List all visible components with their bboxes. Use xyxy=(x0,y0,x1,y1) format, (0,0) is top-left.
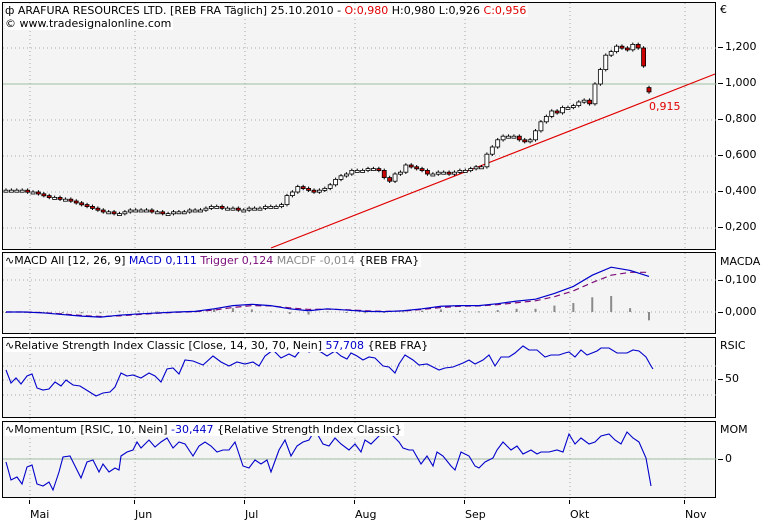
momentum-panel[interactable]: ∿Momentum [RSIC, 10, Nein] -30,447 {Rela… xyxy=(2,421,717,499)
y-tick xyxy=(718,312,723,313)
macd-y-label-0000: 0,000 xyxy=(725,305,757,318)
momentum-panel-title: ∿Momentum [RSIC, 10, Nein] -30,447 {Rela… xyxy=(5,423,404,436)
price-chart-plot xyxy=(3,3,717,251)
y-tick xyxy=(718,83,723,84)
y-label-0200: 0,200 xyxy=(725,220,757,233)
y-tick xyxy=(718,379,723,380)
low-value: L:0,926 xyxy=(438,4,481,17)
rsi-panel-title: ∿Relative Strength Index Classic [Close,… xyxy=(5,339,431,352)
x-label-jul: Jul xyxy=(245,508,259,521)
indicator-wave-icon: ∿ xyxy=(5,339,15,352)
mom-axis-name: MOM xyxy=(720,423,748,436)
x-tick xyxy=(134,500,135,504)
mom-source: {Relative Strength Index Classic} xyxy=(217,423,402,436)
y-tick xyxy=(718,227,723,228)
x-label-jun: Jun xyxy=(135,508,153,521)
indicator-wave-icon: ∿ xyxy=(5,423,15,436)
macd-panel[interactable]: ∿MACD All [12, 26, 9] MACD 0,111 Trigger… xyxy=(2,252,717,335)
macdf-value: MACDF -0,014 xyxy=(276,254,356,267)
y-label-0600: 0,600 xyxy=(725,148,757,161)
rsi-y-label-50: 50 xyxy=(725,372,739,385)
rsi-value: 57,708 xyxy=(325,339,365,352)
y-label-1200: 1,200 xyxy=(725,40,757,53)
rsi-source: {REB FRA} xyxy=(367,339,429,352)
y-tick xyxy=(718,191,723,192)
x-tick xyxy=(684,500,685,504)
y-label-0800: 0,800 xyxy=(725,112,757,125)
x-tick xyxy=(244,500,245,504)
trigger-value: Trigger 0,124 xyxy=(200,254,274,267)
macd-panel-title: ∿MACD All [12, 26, 9] MACD 0,111 Trigger… xyxy=(5,254,422,267)
mom-prefix: Momentum [RSIC, 10, Nein] xyxy=(14,423,168,436)
x-label-mai: Mai xyxy=(30,508,50,521)
high-value: H:0,980 xyxy=(391,4,436,17)
copyright-label: © www.tradesignalonline.com xyxy=(5,17,174,30)
macd-prefix: MACD All [12, 26, 9] xyxy=(14,254,126,267)
close-value: C:0,956 xyxy=(483,4,527,17)
price-panel-title: ф ARAFURA RESOURCES LTD. [REB FRA Täglic… xyxy=(5,4,529,17)
y-tick xyxy=(718,119,723,120)
macd-chart-plot xyxy=(3,253,717,335)
indicator-wave-icon: ∿ xyxy=(5,254,15,267)
x-label-aug: Aug xyxy=(355,508,377,521)
rsi-panel[interactable]: ∿Relative Strength Index Classic [Close,… xyxy=(2,337,717,419)
macd-y-label-0100: 0,100 xyxy=(725,273,757,286)
rsi-prefix: Relative Strength Index Classic [Close, … xyxy=(14,339,323,352)
x-label-sep: Sep xyxy=(465,508,486,521)
macd-source: {REB FRA} xyxy=(358,254,420,267)
price-panel[interactable]: ф ARAFURA RESOURCES LTD. [REB FRA Täglic… xyxy=(2,2,717,251)
currency-label: € xyxy=(720,3,727,16)
open-value: O:0,980 xyxy=(344,4,389,17)
instrument-label: ARAFURA RESOURCES LTD. [REB FRA Täglich]… xyxy=(17,4,342,17)
mom-value: -30,447 xyxy=(171,423,214,436)
y-tick xyxy=(718,280,723,281)
x-tick xyxy=(569,500,570,504)
macd-value: MACD 0,111 xyxy=(128,254,197,267)
macd-axis-name: MACDA xyxy=(720,255,761,268)
candlestick-icon: ф xyxy=(5,4,15,17)
y-label-1000: 1,000 xyxy=(725,76,757,89)
y-tick xyxy=(718,155,723,156)
last-value-annotation: 0,915 xyxy=(649,100,681,113)
x-tick xyxy=(464,500,465,504)
y-tick xyxy=(718,47,723,48)
x-tick xyxy=(354,500,355,504)
x-tick xyxy=(29,500,30,504)
y-tick xyxy=(718,459,723,460)
mom-y-label-0: 0 xyxy=(725,452,732,465)
rsi-axis-name: RSIC xyxy=(720,339,746,352)
x-label-okt: Okt xyxy=(570,508,590,521)
x-label-nov: Nov xyxy=(685,508,707,521)
y-label-0400: 0,400 xyxy=(725,184,757,197)
